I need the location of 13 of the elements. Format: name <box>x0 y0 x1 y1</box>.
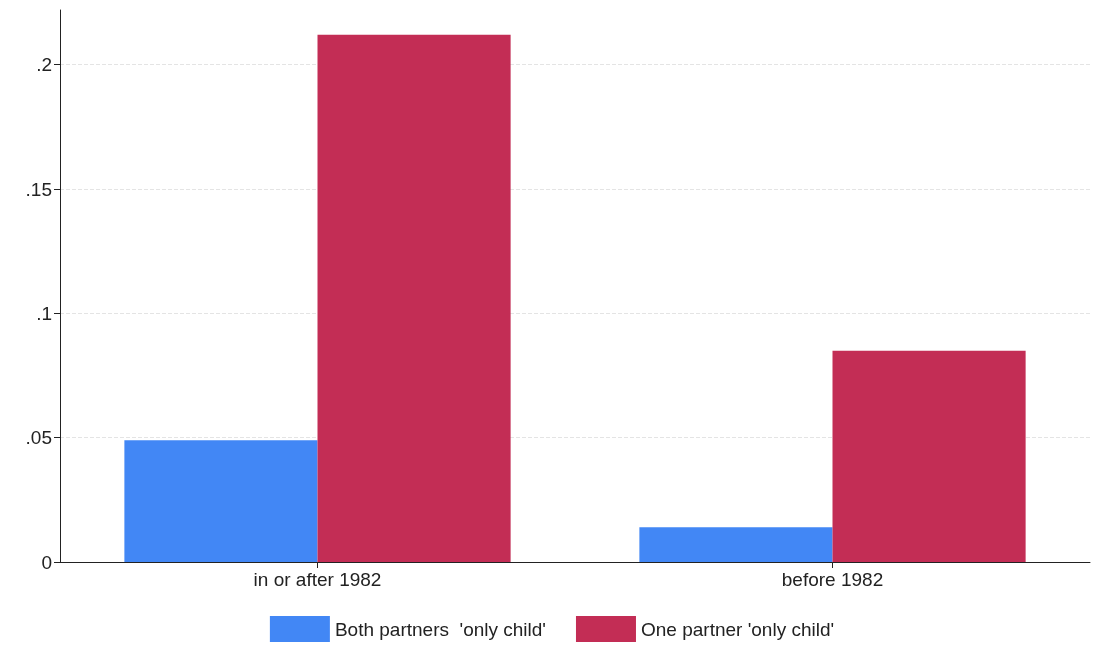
bar <box>317 34 511 562</box>
legend-label: One partner 'only child' <box>640 618 835 640</box>
legend-label: Both partners 'only child' <box>334 618 546 640</box>
x-tick-label: before 1982 <box>781 569 884 590</box>
y-tick-label: .15 <box>25 178 52 200</box>
bar <box>832 350 1026 562</box>
y-tick-label: .1 <box>36 302 52 324</box>
bar <box>124 440 318 562</box>
bar <box>639 527 833 562</box>
y-tick-label: .2 <box>36 54 52 76</box>
x-tick-label: in or after 1982 <box>253 569 382 590</box>
y-tick-label: .05 <box>25 427 52 449</box>
y-tick-label: 0 <box>41 551 52 573</box>
